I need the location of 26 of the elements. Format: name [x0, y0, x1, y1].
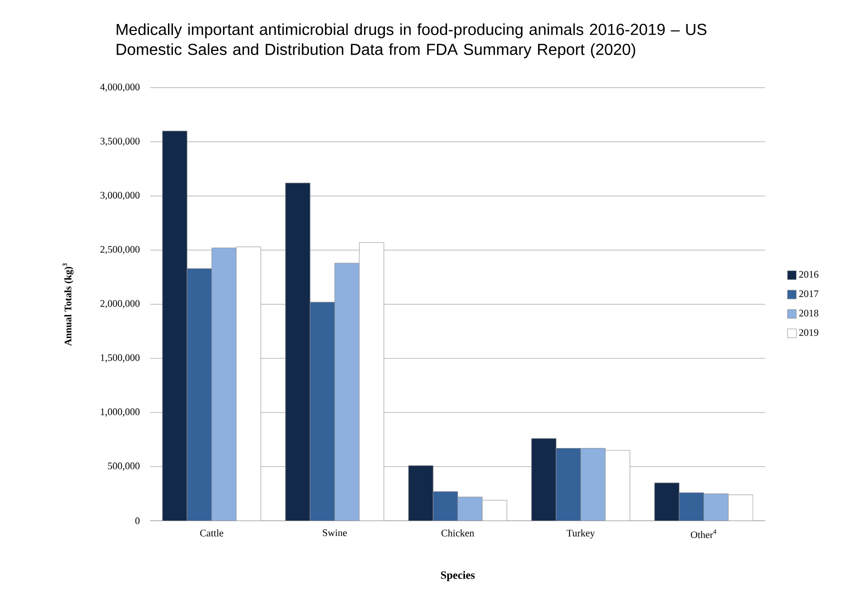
x-tick-label: Chicken — [441, 530, 474, 537]
bar — [186, 268, 212, 521]
x-tick-label: Turkey — [566, 530, 595, 539]
y-tick-label: 3,000,000 — [100, 192, 140, 200]
y-tick-label: 2,000,000 — [100, 300, 140, 308]
legend-label: 2019 — [799, 329, 818, 336]
x-tick-label: Swine — [322, 530, 347, 536]
bar — [556, 448, 581, 521]
bar — [678, 492, 704, 521]
y-tick-label: 1,000,000 — [100, 408, 140, 417]
legend-label: 2016 — [799, 271, 818, 278]
legend-label: 2018 — [799, 310, 818, 317]
y-tick-label: 500,000 — [108, 462, 140, 471]
bar — [432, 491, 458, 521]
x-tick-label: Other$^{4}$ — [690, 530, 716, 538]
y-tick-label: 4,000,000 — [100, 84, 140, 92]
x-axis-title: Species — [441, 571, 475, 582]
y-axis-title: Annual Totals (kg)$^{3}$ — [62, 263, 74, 346]
y-tick-label: 0 — [135, 517, 140, 524]
y-tick-label: 2,500,000 — [100, 246, 140, 254]
x-tick-label: Cattle — [200, 530, 224, 537]
legend-label: 2017 — [799, 290, 818, 298]
chart-title: Medically important antimicrobial drugs in food-producing animals 2016-2019 – US Domestic Sales and Distribution Data from FDA Summary Report (2020) — [116, 23, 706, 58]
bar — [310, 302, 335, 521]
y-tick-label: 3,500,000 — [100, 138, 140, 146]
y-tick-label: 1,500,000 — [100, 354, 140, 363]
